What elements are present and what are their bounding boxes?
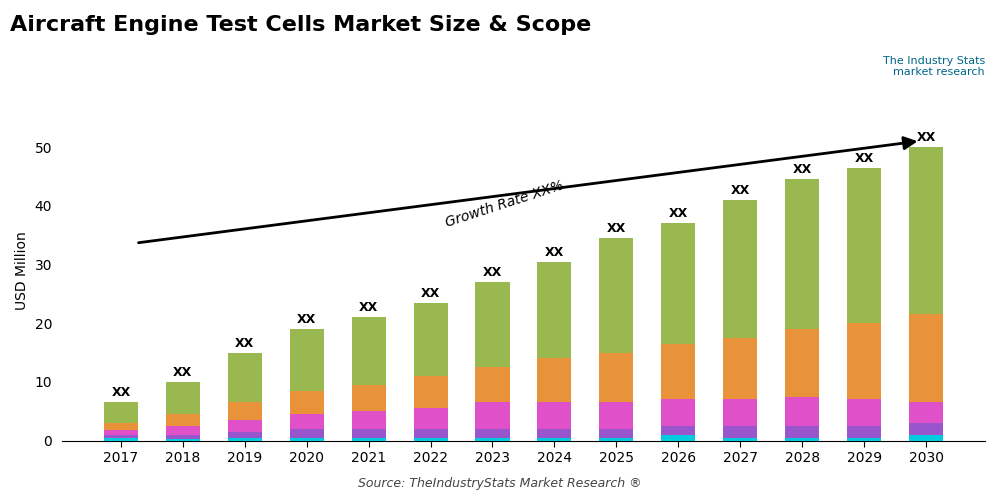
Bar — [785, 426, 819, 438]
Bar — [723, 200, 757, 338]
Text: XX: XX — [483, 266, 502, 279]
Text: XX: XX — [731, 184, 750, 197]
Bar — [104, 402, 138, 423]
Text: Aircraft Engine Test Cells Market Size & Scope: Aircraft Engine Test Cells Market Size &… — [10, 15, 591, 35]
Bar — [104, 423, 138, 430]
Bar — [909, 423, 943, 434]
Bar — [414, 376, 448, 408]
Bar — [352, 429, 386, 438]
Bar — [785, 396, 819, 426]
Bar — [537, 358, 571, 403]
Bar — [414, 429, 448, 438]
Bar — [166, 439, 200, 440]
Bar — [723, 338, 757, 400]
Bar — [661, 344, 695, 400]
Bar — [228, 352, 262, 403]
Text: XX: XX — [421, 286, 440, 300]
Bar — [290, 390, 324, 414]
Bar — [599, 438, 633, 440]
Bar — [785, 329, 819, 396]
Bar — [723, 400, 757, 426]
Bar — [909, 314, 943, 402]
Bar — [475, 429, 510, 438]
Text: Source: TheIndustryStats Market Research ®: Source: TheIndustryStats Market Research… — [358, 477, 642, 490]
Bar — [475, 282, 510, 367]
Bar — [228, 402, 262, 420]
Bar — [352, 411, 386, 429]
Bar — [414, 408, 448, 429]
Bar — [166, 434, 200, 439]
Bar — [847, 426, 881, 438]
Text: XX: XX — [111, 386, 131, 400]
Bar — [537, 402, 571, 429]
Text: XX: XX — [235, 336, 254, 349]
Text: XX: XX — [607, 222, 626, 235]
Bar — [414, 438, 448, 440]
Bar — [166, 426, 200, 434]
Bar — [352, 318, 386, 385]
Bar — [228, 420, 262, 432]
Bar — [847, 400, 881, 426]
Bar — [290, 438, 324, 440]
Text: XX: XX — [793, 164, 812, 176]
Bar — [290, 329, 324, 390]
Bar — [599, 402, 633, 429]
Bar — [599, 352, 633, 403]
Text: XX: XX — [916, 131, 936, 144]
Bar — [352, 385, 386, 411]
Text: XX: XX — [173, 366, 192, 379]
Bar — [909, 434, 943, 440]
Bar — [104, 436, 138, 438]
Bar — [661, 224, 695, 344]
Bar — [166, 382, 200, 414]
Bar — [661, 434, 695, 440]
Bar — [785, 438, 819, 440]
Bar — [537, 262, 571, 358]
Bar — [475, 402, 510, 429]
Bar — [352, 438, 386, 440]
Bar — [909, 402, 943, 423]
Text: The Industry Stats
market research: The Industry Stats market research — [883, 56, 985, 78]
Bar — [847, 168, 881, 323]
Bar — [785, 180, 819, 329]
Bar — [290, 429, 324, 438]
Text: Growth Rate XX%: Growth Rate XX% — [444, 178, 566, 230]
Bar — [475, 438, 510, 440]
Bar — [909, 147, 943, 314]
Bar — [104, 430, 138, 436]
Bar — [290, 414, 324, 429]
Bar — [475, 367, 510, 402]
Text: XX: XX — [359, 302, 378, 314]
Bar — [166, 414, 200, 426]
Bar — [228, 438, 262, 440]
Bar — [599, 429, 633, 438]
Bar — [847, 438, 881, 440]
Bar — [599, 238, 633, 352]
Bar — [661, 426, 695, 434]
Text: XX: XX — [669, 208, 688, 220]
Text: XX: XX — [854, 152, 874, 164]
Bar — [537, 429, 571, 438]
Y-axis label: USD Million: USD Million — [15, 231, 29, 310]
Text: XX: XX — [297, 313, 316, 326]
Bar — [537, 438, 571, 440]
Bar — [661, 400, 695, 426]
Bar — [723, 438, 757, 440]
Bar — [414, 302, 448, 376]
Bar — [228, 432, 262, 438]
Bar — [847, 323, 881, 400]
Bar — [723, 426, 757, 438]
Text: XX: XX — [545, 246, 564, 258]
Bar — [104, 438, 138, 440]
